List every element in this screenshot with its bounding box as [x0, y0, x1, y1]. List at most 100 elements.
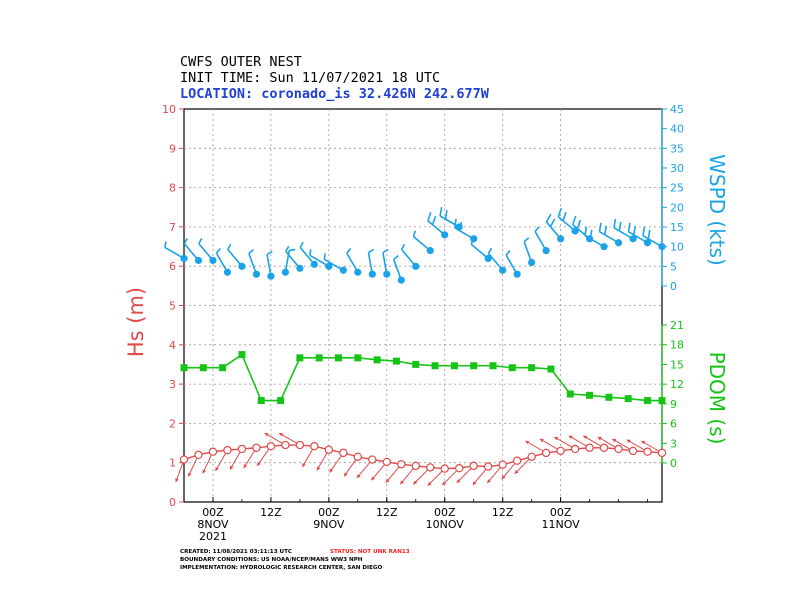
wspd-point [499, 266, 507, 274]
hs-arrow-head [175, 478, 179, 483]
hs-arrow-head [501, 475, 506, 480]
wspd-point [528, 258, 536, 266]
wind-barb-staff [266, 254, 272, 277]
x-tick-label: 12Z [260, 506, 282, 519]
pdom-point [470, 362, 478, 370]
hs-point [411, 461, 420, 471]
x-tick-sublabel: 11NOV [541, 518, 580, 531]
wind-barb-feather [576, 219, 582, 229]
wind-barb-staff [545, 221, 562, 240]
wind-barb-feather [444, 210, 448, 220]
hs-arrow-head [188, 472, 192, 477]
wind-barb-feather [382, 248, 389, 254]
wind-barb-feather [266, 250, 273, 256]
hs-tick-label: 5 [169, 300, 176, 313]
hs-point [483, 462, 493, 471]
x-tick-sublabel: 10NOV [426, 518, 465, 531]
wind-barb-feather [598, 222, 602, 232]
wspd-point [354, 268, 362, 276]
wind-barb-feather [431, 215, 437, 225]
wind-barb-staff [439, 215, 460, 228]
wspd-point [426, 247, 434, 255]
wind-barb-staff [392, 259, 403, 281]
grid [184, 109, 662, 502]
wspd-point [267, 272, 275, 280]
hs-arrow-head [487, 479, 491, 484]
hs-point [455, 464, 464, 473]
hs-arrow-head [442, 481, 447, 486]
x-tick-sublabel: 9NOV [313, 518, 345, 531]
wind-barb-feather [227, 243, 232, 250]
wind-barb-staff [198, 243, 214, 261]
hs-arrow-head [568, 435, 573, 440]
pdom-point [219, 364, 227, 372]
hs-arrow-head [626, 439, 631, 444]
wind-barb-staff [401, 248, 417, 267]
wind-barb-feather [299, 241, 304, 248]
wspd-tick-label: 5 [670, 260, 677, 273]
hs-point [353, 452, 363, 462]
hs-arrow-head [243, 464, 248, 469]
wspd-tick-label: 25 [670, 182, 684, 195]
pdom-point [296, 354, 304, 362]
wind-barb-staff [557, 216, 576, 232]
pdom-point [257, 397, 265, 405]
pdom-point [199, 364, 207, 372]
wind-barb-feather [549, 218, 556, 228]
footer-status: STATUS: NOT UNK RAN13 [330, 549, 410, 555]
hs-tick-label: 7 [169, 221, 176, 234]
hs-arrow-head [456, 478, 461, 483]
hs-arrow-head [329, 468, 334, 473]
wind-barb-staff [642, 234, 663, 248]
wind-barb-staff [470, 243, 489, 260]
pdom-tick-label: 9 [670, 398, 677, 411]
hs-point [643, 447, 652, 456]
wspd-point [252, 270, 261, 278]
pdom-point [412, 360, 420, 368]
hs-point [179, 455, 189, 464]
wind-barb-staff [628, 231, 648, 244]
hs-point [252, 443, 261, 452]
pdom-point [528, 364, 536, 372]
wspd-tick-label: 40 [670, 123, 684, 136]
wind-barb-feather [633, 225, 637, 235]
pdom-point [489, 362, 497, 370]
hs-arrow-head [202, 469, 207, 474]
wind-barb-staff [427, 220, 446, 236]
hs-arrow-head [427, 481, 432, 486]
hs-line [183, 444, 663, 470]
wind-barb-feather [534, 226, 540, 233]
x-tick-sublabel: 8NOV [197, 518, 229, 531]
hs-arrow-head [371, 476, 376, 481]
wind-barb-staff [346, 252, 359, 273]
wspd-series [164, 206, 666, 284]
pdom-point [277, 397, 285, 405]
wind-barb-feather [584, 226, 588, 236]
hs-point [599, 443, 609, 452]
wspd-axis-label: WSPD (kts) [705, 154, 729, 266]
wspd-tick-label: 30 [670, 162, 684, 175]
x-tick-label: 00Z [434, 506, 456, 519]
hs-point [324, 445, 334, 454]
hs-arrow-head [356, 474, 361, 478]
pdom-tick-label: 12 [670, 378, 684, 391]
hs-point [570, 444, 580, 454]
wspd-point [368, 270, 376, 278]
wspd-point [325, 262, 333, 270]
pdom-point [392, 357, 400, 365]
wind-barb-staff [599, 231, 619, 244]
hs-arrow-head [554, 436, 559, 441]
wspd-point [238, 262, 246, 270]
wind-barb-feather [627, 222, 631, 232]
pdom-point [624, 395, 632, 403]
pdom-axis-label: PDOM (s) [705, 352, 729, 445]
hs-point [628, 446, 638, 456]
hs-tick-label: 2 [169, 417, 176, 430]
wind-barb-feather [523, 237, 530, 243]
wind-barb-feather [647, 229, 651, 239]
x-tick-label: 12Z [376, 506, 398, 519]
wspd-point [484, 254, 492, 263]
pdom-point [658, 397, 666, 405]
pdom-point [180, 364, 188, 372]
